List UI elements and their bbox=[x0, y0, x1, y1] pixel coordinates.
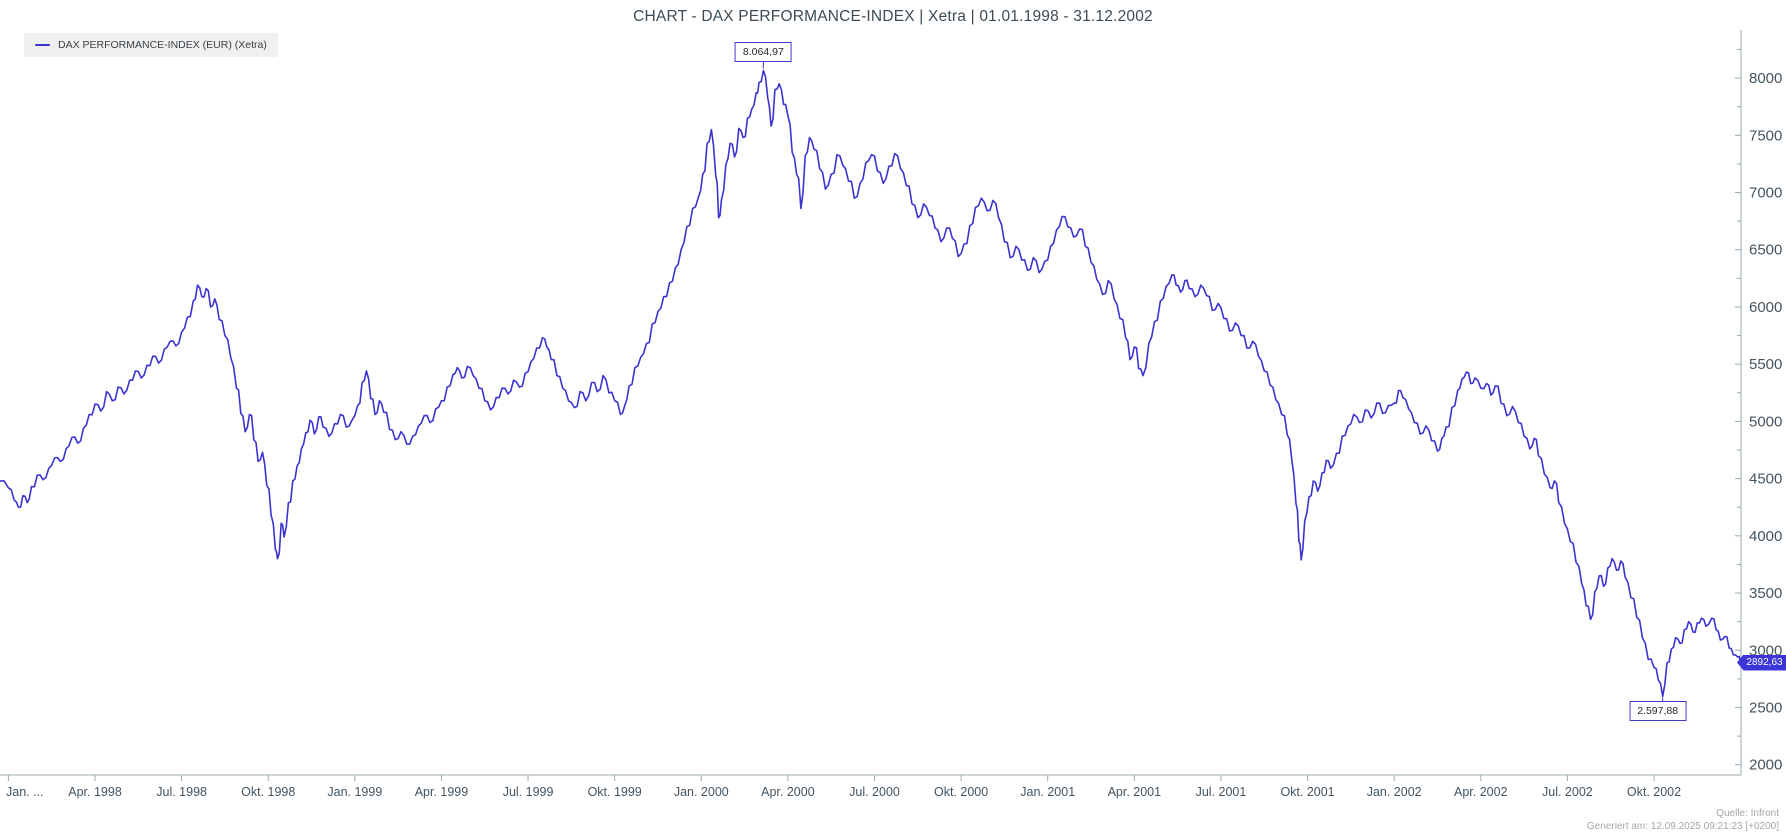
x-axis-tick-label: Apr. 1998 bbox=[68, 785, 122, 799]
y-axis-tick-label: 6000 bbox=[1749, 299, 1782, 316]
x-axis-tick-label: Jan. 1999 bbox=[327, 785, 382, 799]
y-axis-tick-label: 6500 bbox=[1749, 242, 1782, 259]
y-axis-tick-label: 2500 bbox=[1749, 699, 1782, 716]
y-axis-tick-label: 4000 bbox=[1749, 528, 1782, 545]
x-axis-tick-label: Okt. 2001 bbox=[1280, 785, 1334, 799]
legend-label: DAX PERFORMANCE-INDEX (EUR) (Xetra) bbox=[58, 39, 267, 51]
legend-line-swatch-icon bbox=[35, 43, 50, 47]
x-axis-tick-label: Okt. 1999 bbox=[588, 785, 642, 799]
price-line bbox=[0, 69, 1742, 698]
x-axis-tick-label: Jan. 2001 bbox=[1020, 785, 1075, 799]
x-axis-tick-label: Jul. 2001 bbox=[1196, 785, 1247, 799]
last-price-badge: 2892,63 bbox=[1737, 654, 1786, 671]
y-axis-tick-label: 4500 bbox=[1749, 471, 1782, 488]
x-axis-tick-label: Jan. 2002 bbox=[1367, 785, 1422, 799]
x-axis-tick-label: Jul. 2000 bbox=[849, 785, 900, 799]
y-axis-tick-label: 7500 bbox=[1749, 127, 1782, 144]
x-axis-tick-label: Jul. 1998 bbox=[156, 785, 207, 799]
x-axis-tick-label: Okt. 2002 bbox=[1627, 785, 1681, 799]
y-axis-tick-label: 5000 bbox=[1749, 413, 1782, 430]
footer-source: Quelle: Infront bbox=[1716, 808, 1779, 819]
footer-generated: Generiert am: 12.09.2025 09:21:23 [+0200… bbox=[1586, 821, 1779, 832]
y-axis-tick-label: 2000 bbox=[1749, 757, 1782, 774]
legend[interactable]: DAX PERFORMANCE-INDEX (EUR) (Xetra) bbox=[24, 33, 278, 57]
x-axis-tick-label: Jan. 2000 bbox=[674, 785, 729, 799]
x-axis-tick-label: Apr. 2000 bbox=[761, 785, 815, 799]
x-axis-tick-label: Apr. 1999 bbox=[415, 785, 469, 799]
x-axis-tick-label: Jul. 2002 bbox=[1542, 785, 1593, 799]
footer: Quelle: Infront Generiert am: 12.09.2025… bbox=[1587, 807, 1779, 833]
x-axis-tick-label: Jan. ... bbox=[6, 785, 44, 799]
y-axis-tick-label: 5500 bbox=[1749, 356, 1782, 373]
x-axis-tick-label: Okt. 1998 bbox=[241, 785, 295, 799]
x-axis-tick-label: Apr. 2002 bbox=[1454, 785, 1508, 799]
x-axis-tick-label: Okt. 2000 bbox=[934, 785, 988, 799]
chart-title: CHART - DAX PERFORMANCE-INDEX | Xetra | … bbox=[633, 8, 1153, 25]
x-axis-tick-label: Jul. 1999 bbox=[503, 785, 554, 799]
y-axis-tick-label: 8000 bbox=[1749, 70, 1782, 87]
y-axis-tick-label: 7000 bbox=[1749, 185, 1782, 202]
x-axis-tick-label: Apr. 2001 bbox=[1108, 785, 1162, 799]
high-annotation: 8.064,97 bbox=[734, 41, 792, 62]
y-axis-tick-label: 3500 bbox=[1749, 585, 1782, 602]
low-annotation: 2.597,88 bbox=[1629, 701, 1687, 722]
